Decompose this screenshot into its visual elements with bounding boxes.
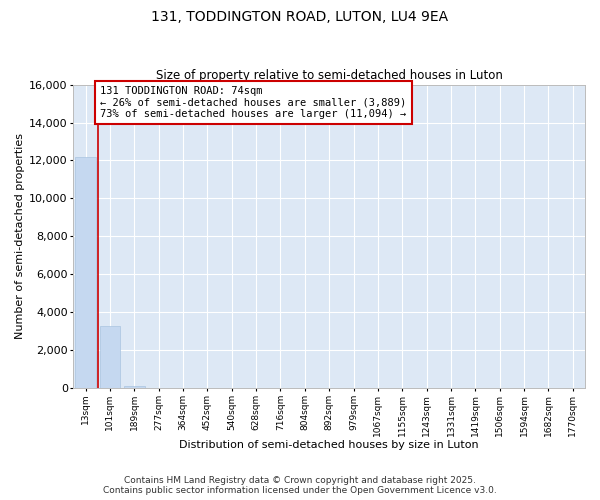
Title: Size of property relative to semi-detached houses in Luton: Size of property relative to semi-detach… [156, 69, 503, 82]
Text: 131 TODDINGTON ROAD: 74sqm
← 26% of semi-detached houses are smaller (3,889)
73%: 131 TODDINGTON ROAD: 74sqm ← 26% of semi… [100, 86, 406, 120]
Bar [124, 386, 145, 388]
Y-axis label: Number of semi-detached properties: Number of semi-detached properties [15, 134, 25, 340]
Bar [75, 156, 96, 388]
Text: Contains HM Land Registry data © Crown copyright and database right 2025.
Contai: Contains HM Land Registry data © Crown c… [103, 476, 497, 495]
Text: 131, TODDINGTON ROAD, LUTON, LU4 9EA: 131, TODDINGTON ROAD, LUTON, LU4 9EA [151, 10, 449, 24]
Bar [100, 326, 120, 388]
X-axis label: Distribution of semi-detached houses by size in Luton: Distribution of semi-detached houses by … [179, 440, 479, 450]
